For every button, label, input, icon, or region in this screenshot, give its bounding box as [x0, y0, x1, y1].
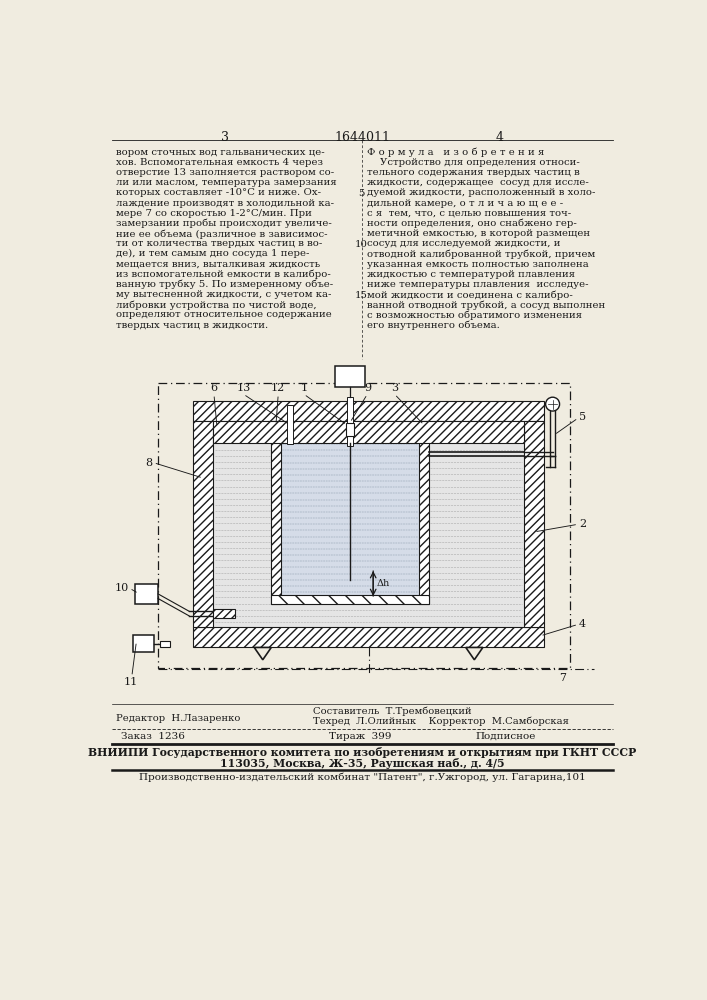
Text: ВНИИПИ Государственного комитета по изобретениям и открытиям при ГКНТ СССР: ВНИИПИ Государственного комитета по изоб…: [88, 747, 636, 758]
Text: жидкости, содержащее  сосуд для иссле-: жидкости, содержащее сосуд для иссле-: [367, 178, 588, 187]
Bar: [271, 595, 429, 604]
Text: 7: 7: [559, 673, 566, 683]
Text: мещается вниз, выталкивая жидкость: мещается вниз, выталкивая жидкость: [116, 260, 320, 269]
Text: Подписное: Подписное: [476, 732, 536, 741]
Text: 10: 10: [355, 240, 368, 249]
Text: вором сточных вод гальванических це-: вором сточных вод гальванических це-: [116, 148, 325, 157]
Text: твердых частиц в жидкости.: твердых частиц в жидкости.: [116, 321, 269, 330]
Bar: [160, 641, 170, 647]
Text: Тираж  399: Тираж 399: [329, 732, 391, 741]
Text: метичной емкостью, в которой размещен: метичной емкостью, в которой размещен: [367, 229, 590, 238]
Text: определяют относительное содержание: определяют относительное содержание: [116, 310, 332, 319]
Bar: [213, 421, 524, 627]
Circle shape: [546, 397, 559, 411]
Bar: [213, 609, 235, 618]
Text: Устройство для определения относи-: Устройство для определения относи-: [367, 158, 579, 167]
Text: 1: 1: [300, 383, 308, 393]
Bar: [287, 405, 293, 444]
Text: ниже температуры плавления  исследуе-: ниже температуры плавления исследуе-: [367, 280, 588, 289]
Bar: [132, 635, 154, 652]
Text: 113035, Москва, Ж-35, Раушская наб., д. 4/5: 113035, Москва, Ж-35, Раушская наб., д. …: [220, 758, 504, 769]
Text: де), и тем самым дно сосуда 1 пере-: де), и тем самым дно сосуда 1 пере-: [116, 249, 310, 258]
Text: отверстие 13 заполняется раствором со-: отверстие 13 заполняется раствором со-: [116, 168, 334, 177]
Bar: [135, 584, 158, 604]
Text: которых составляет -10°C и ниже. Ох-: которых составляет -10°C и ниже. Ох-: [116, 188, 321, 197]
Text: с возможностью обратимого изменения: с возможностью обратимого изменения: [367, 310, 582, 320]
Text: ли или маслом, температура замерзания: ли или маслом, температура замерзания: [116, 178, 337, 187]
Text: 3: 3: [221, 131, 229, 144]
Text: 15: 15: [355, 291, 368, 300]
Text: с я  тем, что, с целью повышения точ-: с я тем, что, с целью повышения точ-: [367, 209, 571, 218]
Text: лаждение производят в холодильной ка-: лаждение производят в холодильной ка-: [116, 199, 334, 208]
Text: 3: 3: [391, 383, 398, 393]
Bar: [213, 421, 524, 443]
Text: жидкостью с температурой плавления: жидкостью с температурой плавления: [367, 270, 575, 279]
Text: Редактор  Н.Лазаренко: Редактор Н.Лазаренко: [116, 714, 240, 723]
Text: дуемой жидкости, расположенный в холо-: дуемой жидкости, расположенный в холо-: [367, 188, 595, 197]
Text: 9: 9: [364, 383, 371, 393]
Text: замерзании пробы происходит увеличе-: замерзании пробы происходит увеличе-: [116, 219, 332, 228]
Text: ванную трубку 5. По измеренному объе-: ванную трубку 5. По измеренному объе-: [116, 280, 334, 289]
Text: хов. Вспомогательная емкость 4 через: хов. Вспомогательная емкость 4 через: [116, 158, 323, 167]
Text: 8: 8: [146, 458, 153, 468]
Text: 5: 5: [358, 189, 364, 198]
Text: 1644011: 1644011: [334, 131, 390, 144]
Bar: [193, 401, 544, 421]
Text: дильной камере, о т л и ч а ю щ е е -: дильной камере, о т л и ч а ю щ е е -: [367, 199, 563, 208]
Text: ванной отводной трубкой, а сосуд выполнен: ванной отводной трубкой, а сосуд выполне…: [367, 300, 605, 310]
Text: тельного содержания твердых частиц в: тельного содержания твердых частиц в: [367, 168, 579, 177]
Text: ти от количества твердых частиц в во-: ти от количества твердых частиц в во-: [116, 239, 322, 248]
Polygon shape: [255, 647, 271, 660]
Text: 4: 4: [495, 131, 503, 144]
Text: ности определения, оно снабжено гер-: ности определения, оно снабжено гер-: [367, 219, 576, 228]
Text: отводной калиброванной трубкой, причем: отводной калиброванной трубкой, причем: [367, 249, 595, 259]
Text: сосуд для исследуемой жидкости, и: сосуд для исследуемой жидкости, и: [367, 239, 560, 248]
Text: мой жидкости и соединена с калибро-: мой жидкости и соединена с калибро-: [367, 290, 573, 300]
Bar: [524, 421, 544, 627]
Text: 11: 11: [124, 677, 138, 687]
Text: Техред  Л.Олийнык    Корректор  М.Самборская: Техред Л.Олийнык Корректор М.Самборская: [313, 717, 569, 726]
Polygon shape: [466, 647, 483, 660]
Text: 13: 13: [236, 383, 250, 393]
Bar: [347, 397, 353, 446]
Text: мере 7 со скоростью 1-2°С/мин. При: мере 7 со скоростью 1-2°С/мин. При: [116, 209, 312, 218]
Text: 5: 5: [579, 412, 586, 422]
Bar: [281, 421, 419, 595]
Text: Составитель  Т.Трембовецкий: Составитель Т.Трембовецкий: [313, 707, 472, 716]
Text: ние ее объема (различное в зависимос-: ние ее объема (различное в зависимос-: [116, 229, 328, 239]
Bar: [271, 421, 281, 604]
Text: 6: 6: [211, 383, 218, 393]
Text: либровки устройства по чистой воде,: либровки устройства по чистой воде,: [116, 300, 317, 310]
Text: му вытесненной жидкости, с учетом ка-: му вытесненной жидкости, с учетом ка-: [116, 290, 332, 299]
Text: 4: 4: [579, 619, 586, 629]
Bar: [193, 421, 213, 627]
Bar: [193, 627, 544, 647]
Text: 2: 2: [579, 519, 586, 529]
Text: 12: 12: [271, 383, 286, 393]
Bar: [346, 423, 354, 436]
Text: 10: 10: [115, 583, 129, 593]
Text: Δh: Δh: [376, 579, 390, 588]
Bar: [419, 421, 429, 604]
Text: Производственно-издательский комбинат "Патент", г.Ужгород, ул. Гагарина,101: Производственно-издательский комбинат "П…: [139, 773, 585, 782]
Text: указанная емкость полностью заполнена: указанная емкость полностью заполнена: [367, 260, 588, 269]
Text: Заказ  1236: Заказ 1236: [121, 732, 185, 741]
Text: Ф о р м у л а   и з о б р е т е н и я: Ф о р м у л а и з о б р е т е н и я: [367, 148, 544, 157]
Text: его внутреннего объема.: его внутреннего объема.: [367, 321, 499, 330]
Bar: [335, 366, 365, 387]
Text: из вспомогательной емкости в калибро-: из вспомогательной емкости в калибро-: [116, 270, 331, 279]
